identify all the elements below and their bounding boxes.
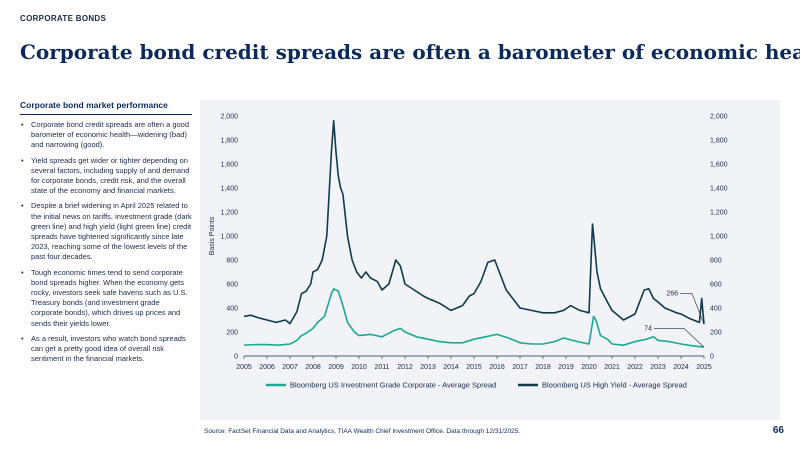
x-tick-label: 2014	[443, 364, 459, 371]
x-tick-label: 2024	[673, 364, 689, 371]
bullet-list: Corporate bond credit spreads are often …	[20, 120, 192, 364]
high-yield-end-label: 266	[666, 291, 678, 298]
section-label: CORPORATE BONDS	[20, 14, 107, 23]
y-tick-label-left: 1,400	[220, 186, 238, 193]
investment-grade-leader-line	[654, 328, 705, 348]
x-tick-label: 2016	[489, 364, 505, 371]
sidebar-heading: Corporate bond market performance	[20, 100, 192, 115]
x-tick-label: 2011	[374, 364, 389, 371]
chart-panel: 0 0 200 200 400 400 600 600 800 800 1,000 1,000 1,20…	[200, 100, 780, 420]
y-tick-label-left: 1,800	[220, 138, 238, 145]
x-tick-label: 2005	[236, 364, 252, 371]
spread-chart: 0 0 200 200 400 400 600 600 800 800 1,000 1,000 1,20…	[209, 114, 728, 390]
y-tick-label-left: 800	[226, 258, 238, 265]
y-tick-label-right: 1,800	[710, 138, 728, 145]
y-tick-label-left: 1,000	[220, 234, 238, 241]
y-tick-label-left: 400	[226, 306, 238, 313]
x-tick-label: 2007	[282, 364, 298, 371]
y-tick-label-right: 400	[710, 306, 722, 313]
x-tick-label: 2021	[604, 364, 620, 371]
x-tick-label: 2022	[627, 364, 643, 371]
legend-label-high-yield: Bloomberg US High Yield - Average Spread	[542, 381, 687, 390]
x-tick-label: 2009	[328, 364, 344, 371]
investment-grade-line	[243, 288, 705, 348]
y-tick-label-right: 200	[710, 330, 722, 337]
y-tick-label-right: 1,000	[710, 234, 728, 241]
y-tick-label-left: 200	[226, 330, 238, 337]
y-axis-label: Basis Points	[209, 216, 216, 255]
y-tick-label-left: 1,200	[220, 210, 238, 217]
x-tick-label: 2023	[650, 364, 666, 371]
x-tick-label: 2012	[397, 364, 413, 371]
y-tick-label-left: 0	[234, 354, 238, 361]
y-tick-label-right: 1,600	[710, 162, 728, 169]
legend-label-investment-grade: Bloomberg US Investment Grade Corporate …	[290, 381, 496, 390]
high-yield-leader-line	[680, 293, 705, 325]
bullet-item: As a result, investors who watch bond sp…	[20, 334, 192, 365]
bullet-item: Tough economic times tend to send corpor…	[20, 268, 192, 329]
source-note: Source: FactSet Financial Data and Analy…	[204, 428, 521, 435]
y-tick-label-left: 600	[226, 282, 238, 289]
sidebar: Corporate bond market performance Corpor…	[20, 100, 192, 369]
x-tick-label: 2018	[535, 364, 551, 371]
y-tick-label-right: 800	[710, 258, 722, 265]
x-tick-label: 2008	[305, 364, 321, 371]
bullet-item: Corporate bond credit spreads are often …	[20, 120, 192, 151]
y-tick-label-left: 2,000	[220, 114, 238, 121]
x-tick-label: 2025	[696, 364, 712, 371]
page-title: Corporate bond credit spreads are often …	[20, 40, 800, 64]
x-tick-label: 2020	[581, 364, 597, 371]
x-tick-label: 2019	[558, 364, 574, 371]
x-tick-label: 2015	[466, 364, 482, 371]
x-tick-label: 2006	[259, 364, 275, 371]
y-tick-label-right: 2,000	[710, 114, 728, 121]
y-tick-label-left: 1,600	[220, 162, 238, 169]
y-tick-label-right: 600	[710, 282, 722, 289]
x-tick-label: 2017	[512, 364, 528, 371]
bullet-item: Yield spreads get wider or tighter depen…	[20, 156, 192, 197]
page-number: 66	[772, 425, 784, 436]
x-tick-label: 2013	[420, 364, 436, 371]
y-tick-label-right: 0	[710, 354, 714, 361]
y-tick-label-right: 1,200	[710, 210, 728, 217]
investment-grade-end-label: 74	[644, 325, 652, 332]
high-yield-line	[243, 120, 705, 325]
x-tick-label: 2010	[351, 364, 367, 371]
bullet-item: Despite a brief widening in April 2025 r…	[20, 201, 192, 262]
y-tick-label-right: 1,400	[710, 186, 728, 193]
